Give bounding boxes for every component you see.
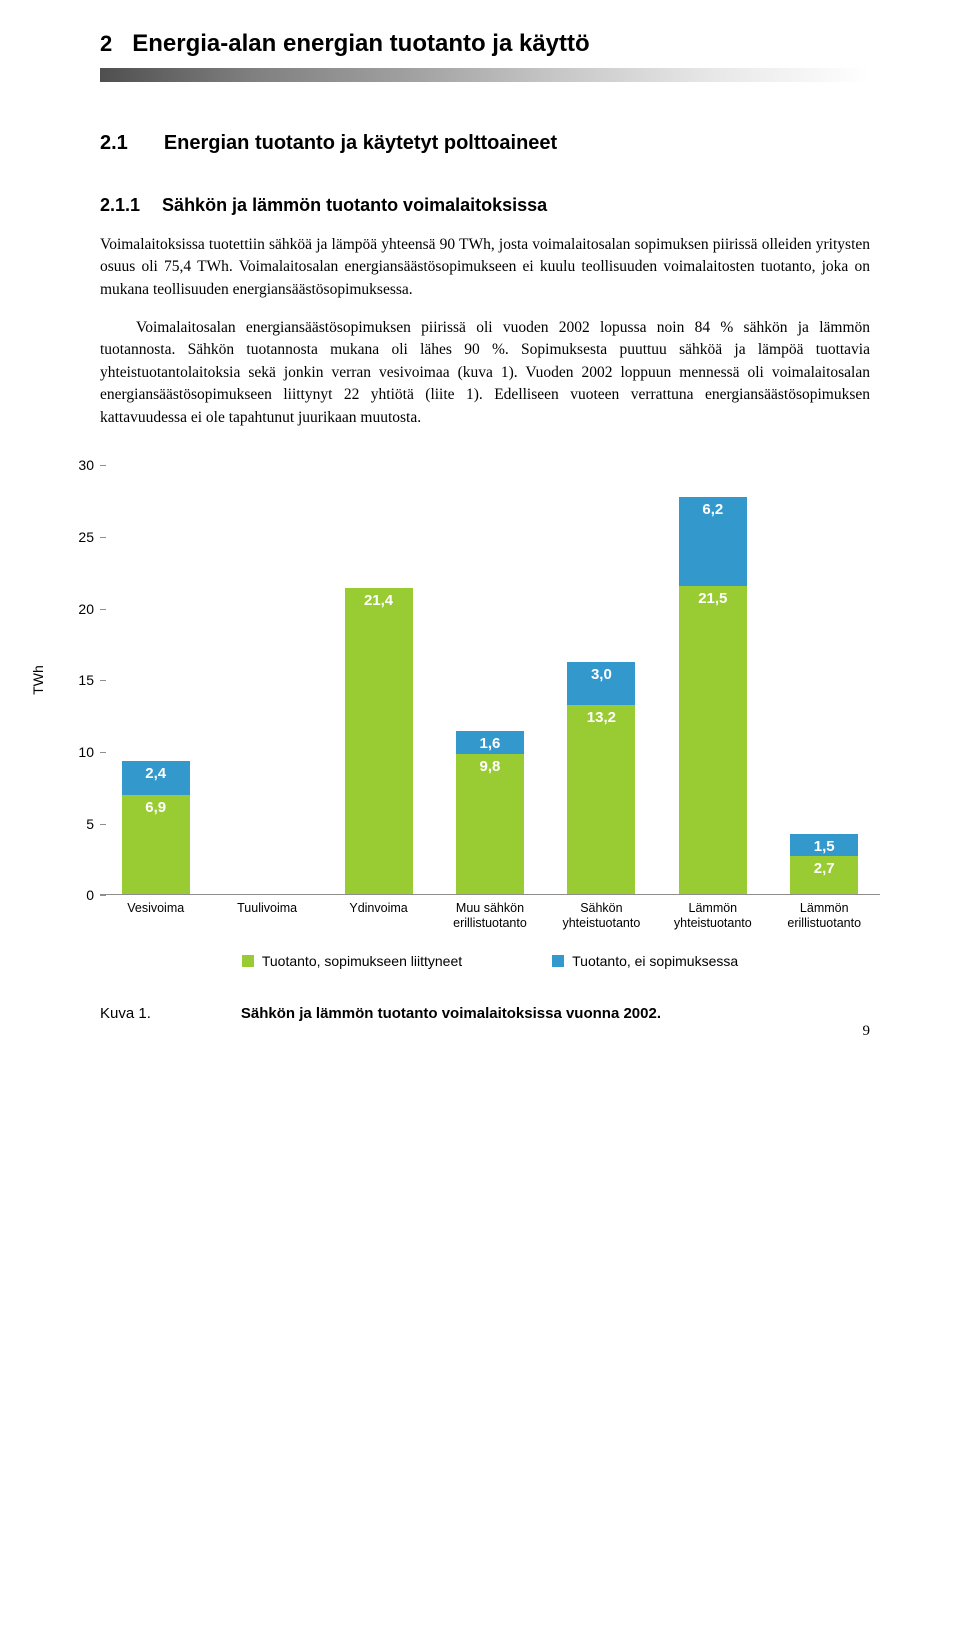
subsection-heading: 2.1.1 Sähkön ja lämmön tuotanto voimalai… [100,195,870,216]
body-paragraph: Voimalaitoksissa tuotettiin sähköä ja lä… [100,234,870,301]
y-tick-label: 30 [64,457,94,473]
y-tick-label: 5 [64,816,94,832]
bar-value-label: 1,5 [790,838,858,855]
subsection-title: Sähkön ja lämmön tuotanto voimalaitoksis… [162,195,547,216]
x-tick-label: Tuulivoima [211,901,322,931]
chart-column: 3,0 13,2 [546,662,657,894]
bar-segment-not-in: 1,6 [456,731,524,754]
x-tick-label: Ydinvoima [323,901,434,931]
legend-swatch [242,955,254,967]
y-tick-label: 15 [64,672,94,688]
legend-label: Tuotanto, ei sopimuksessa [572,953,738,969]
bar-segment-joined: 21,5 [679,586,747,894]
legend-swatch [552,955,564,967]
x-tick-label: Muu sähkönerillistuotanto [434,901,545,931]
x-tick-label: Sähkönyhteistuotanto [546,901,657,931]
bar-segment-joined: 9,8 [456,754,524,894]
bar-value-label: 21,5 [679,590,747,607]
section-title: Energian tuotanto ja käytetyt polttoaine… [164,132,557,155]
bar-segment-not-in: 6,2 [679,497,747,586]
chart-column: 1,69,8 [434,731,545,894]
bar-value-label: 1,6 [456,735,524,752]
caption-key: Kuva 1. [100,1005,151,1022]
section-heading: 2.1 Energian tuotanto ja käytetyt poltto… [100,132,870,155]
x-tick-label: Lämmönyhteistuotanto [657,901,768,931]
bar-chart: TWh 2,46,921,41,69,83,013,26,221,51,52,7… [100,465,880,969]
bar-segment-joined: 6,9 [122,795,190,894]
chapter-number: 2 [100,31,112,57]
chart-column: 21,4 [323,588,434,895]
bar-value-label: 13,2 [567,709,635,726]
bar-value-label: 6,9 [122,799,190,816]
bar-value-label: 9,8 [456,758,524,775]
chart-column: 6,2 21,5 [657,497,768,894]
page-number: 9 [863,1023,871,1040]
legend-label: Tuotanto, sopimukseen liittyneet [262,953,462,969]
bar-segment-joined: 2,7 [790,856,858,895]
chapter-title: Energia-alan energian tuotanto ja käyttö [132,30,589,58]
bar-segment-joined: 21,4 [345,588,413,895]
chapter-heading: 2 Energia-alan energian tuotanto ja käyt… [100,30,870,58]
legend-item: Tuotanto, ei sopimuksessa [552,953,738,969]
bar-segment-not-in: 1,5 [790,834,858,856]
bar-value-label: 21,4 [345,592,413,609]
caption-text: Sähkön ja lämmön tuotanto voimalaitoksis… [241,1005,661,1022]
legend-item: Tuotanto, sopimukseen liittyneet [242,953,462,969]
bar-value-label: 3,0 [567,666,635,683]
heading-underline [100,68,870,82]
bar-segment-not-in: 3,0 [567,662,635,705]
x-tick-label: Lämmönerillistuotanto [769,901,880,931]
bar-segment-not-in: 2,4 [122,761,190,795]
bar-segment-joined: 13,2 [567,705,635,894]
y-axis-label: TWh [30,665,46,695]
bar-value-label: 2,4 [122,765,190,782]
section-number: 2.1 [100,132,128,155]
body-paragraph: Voimalaitosalan energiansäästösopimuksen… [100,317,870,429]
figure-caption: Kuva 1. Sähkön ja lämmön tuotanto voimal… [100,1005,870,1022]
x-tick-label: Vesivoima [100,901,211,931]
bar-value-label: 6,2 [679,501,747,518]
y-tick-label: 10 [64,744,94,760]
bar-value-label: 2,7 [790,860,858,877]
chart-column: 2,4 6,9 [100,761,211,894]
y-tick-label: 20 [64,601,94,617]
y-tick-label: 25 [64,529,94,545]
chart-legend: Tuotanto, sopimukseen liittyneet Tuotant… [100,953,880,969]
chart-column: 1,52,7 [769,834,880,894]
subsection-number: 2.1.1 [100,195,140,216]
y-tick-label: 0 [64,887,94,903]
